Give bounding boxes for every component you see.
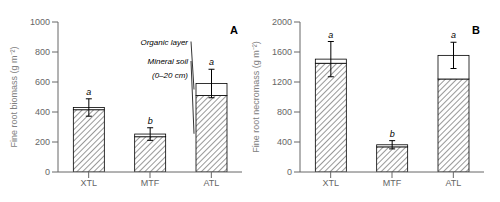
- svg-text:600: 600: [35, 77, 50, 87]
- svg-text:1000: 1000: [30, 17, 50, 27]
- svg-text:a: a: [209, 57, 214, 67]
- svg-text:XTL: XTL: [80, 178, 97, 188]
- svg-text:Mineral soil: Mineral soil: [148, 57, 189, 66]
- svg-text:a: a: [328, 30, 333, 40]
- svg-text:ATL: ATL: [445, 178, 461, 188]
- html-text:A: A: [230, 24, 238, 36]
- svg-text:Fine root biomass (g m⁻²): Fine root biomass (g m⁻²): [9, 46, 19, 147]
- html-text:B: B: [472, 24, 480, 36]
- svg-text:Organic layer: Organic layer: [140, 38, 188, 47]
- svg-text:a: a: [86, 87, 91, 97]
- svg-text:200: 200: [35, 137, 50, 147]
- svg-text:400: 400: [277, 137, 292, 147]
- svg-text:a: a: [451, 30, 456, 40]
- svg-text:MTF: MTF: [383, 178, 402, 188]
- svg-text:800: 800: [35, 47, 50, 57]
- svg-text:400: 400: [35, 107, 50, 117]
- svg-text:2000: 2000: [272, 17, 292, 27]
- svg-text:0: 0: [287, 167, 292, 177]
- svg-text:Fine root necromass (g m⁻²): Fine root necromass (g m⁻²): [251, 41, 261, 153]
- svg-text:(0–20 cm): (0–20 cm): [152, 71, 188, 80]
- svg-text:1200: 1200: [272, 77, 292, 87]
- svg-text:b: b: [148, 116, 153, 126]
- svg-text:800: 800: [277, 107, 292, 117]
- svg-text:MTF: MTF: [141, 178, 160, 188]
- svg-text:ATL: ATL: [203, 178, 219, 188]
- svg-text:1600: 1600: [272, 47, 292, 57]
- svg-text:XTL: XTL: [322, 178, 339, 188]
- svg-text:b: b: [390, 129, 395, 139]
- svg-text:0: 0: [45, 167, 50, 177]
